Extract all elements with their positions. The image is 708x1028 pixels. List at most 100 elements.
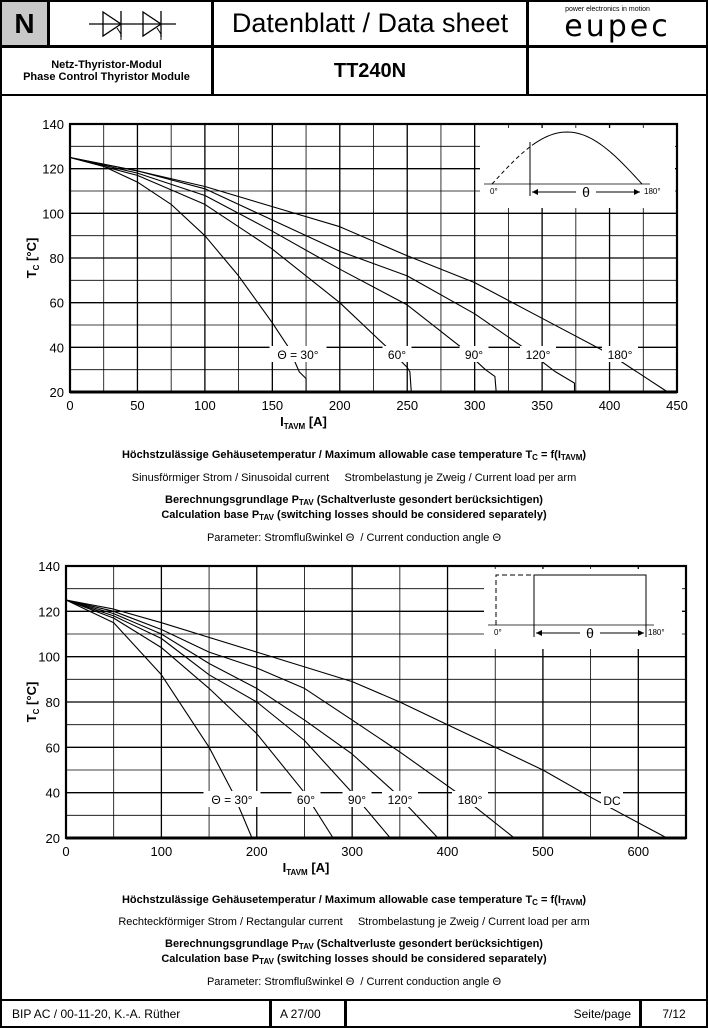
inset-end-label: 180° [644,187,661,196]
series-label-bg [520,346,556,362]
series-label: Θ = 30° [211,793,252,807]
series-line-1 [69,156,412,393]
caption-current-2: Rechteckförmiger Strom / Rectangular cur… [118,916,590,928]
logo-tagline: power electronics in motion [565,6,650,13]
page-left-border [0,96,2,1000]
series-line-2 [69,156,497,393]
caption-calc-de-1: Berechnungsgrundlage PTAV (Schaltverlust… [165,494,543,507]
footer-author-cell: BIP AC / 00-11-20, K.-A. Rüther [0,999,271,1028]
series-line-4 [69,156,668,393]
inset-start-label: 0° [490,187,498,196]
subtitle-cell: Netz-Thyristor-Modul Phase Control Thyri… [0,46,213,96]
x-tick-label: 100 [194,398,216,413]
inset-angle-label-bg [576,185,596,199]
chart-sinusoidal: θ 0° 180° Θ = 30° 60° 90° 120° 180° 0 50 100 150 200… [24,117,688,431]
subtitle-en: Phase Control Thyristor Module [23,71,190,83]
series-label: DC [603,794,621,808]
y-tick-label: 120 [42,162,64,177]
series-label-bg [342,791,372,807]
y-tick-label: 60 [46,740,60,755]
series-label-bg [203,791,261,807]
inset-angle-label: θ [586,625,594,641]
series-label: 120° [526,348,551,362]
series-label-bg [602,346,638,362]
series-label: Θ = 30° [277,348,318,362]
y-tick-label: 20 [46,831,60,846]
series-label: 180° [458,793,483,807]
x-tick-label: 350 [531,398,553,413]
page-title: Datenblatt / Data sheet [231,8,509,38]
part-number-cell: TT240N [212,46,528,96]
inset-waveform [531,131,643,185]
logo-cell: power electronics in motion eupec [527,0,708,47]
chart-rectangular: θ 0° 180° Θ = 30° 60° 90° 120° 180° DC 0 100 200 300… [24,559,688,877]
series-label-bg [269,346,327,362]
footer-page-number-cell: 7/12 [640,999,708,1028]
series-line-3 [65,599,439,839]
series-label-bg [382,791,418,807]
class-letter-cell: N [0,0,49,47]
inset-start-label: 0° [494,628,502,637]
footer-page-label-cell: Seite/page [345,999,641,1028]
x-tick-label: 150 [261,398,283,413]
x-tick-label: 500 [532,844,554,859]
x-axis-label: ITAVM [A] [283,860,330,877]
x-axis-label: ITAVM [A] [280,414,327,431]
footer-page-label: Seite/page [573,1006,631,1021]
y-tick-label: 80 [50,251,64,266]
subtitle-de: Netz-Thyristor-Modul [51,59,162,71]
series-label-bg [601,792,623,808]
series-label: 120° [388,793,413,807]
x-tick-label: 250 [396,398,418,413]
y-tick-label: 120 [38,604,60,619]
symbol-cell [48,0,213,47]
series-label-bg [382,346,412,362]
x-tick-label: 50 [130,398,144,413]
caption-title-2: Höchstzulässige Gehäusetemperatur / Maxi… [121,894,587,907]
footer-author: BIP AC / 00-11-20, K.-A. Rüther [12,1006,181,1021]
series-label: 90° [465,348,483,362]
footer-revision: A 27/00 [280,1006,321,1021]
series-line-4 [65,599,515,839]
caption-param-2: Parameter: Stromflußwinkel Θ / Current c… [206,976,502,988]
y-axis-label: TC [°C] [24,238,41,279]
series-line-2 [65,599,391,839]
series-label: 60° [297,793,315,807]
x-tick-label: 0 [62,844,69,859]
x-tick-label: 100 [151,844,173,859]
inset-waveform-dashed [491,146,530,185]
x-tick-label: 450 [666,398,688,413]
caption-param-1: Parameter: Stromflußwinkel Θ / Current c… [206,532,502,544]
caption-calc-en-2: Calculation base PTAV (switching losses … [161,953,547,966]
x-tick-label: 0 [66,398,73,413]
series-line-0 [69,156,307,392]
x-tick-label: 300 [464,398,486,413]
inset-end-label: 180° [648,628,665,637]
caption-calc-de-2: Berechnungsgrundlage PTAV (Schaltverlust… [165,938,543,951]
y-axis-label: TC [°C] [24,682,41,723]
x-tick-label: 300 [341,844,363,859]
title-cell: Datenblatt / Data sheet [212,0,528,47]
empty-header-cell [527,46,708,96]
inset-waveform-dashed [495,574,534,625]
x-tick-label: 600 [627,844,649,859]
series-label: 90° [348,793,366,807]
series-label-bg [459,346,489,362]
y-tick-label: 40 [46,786,60,801]
series-label-bg [452,791,488,807]
caption-title-1: Höchstzulässige Gehäusetemperatur / Maxi… [121,449,587,462]
x-tick-label: 400 [599,398,621,413]
footer-page-number: 7/12 [662,1006,686,1021]
y-tick-label: 40 [50,340,64,355]
y-tick-label: 100 [42,206,64,221]
inset-angle-label: θ [582,184,590,200]
footer-revision-cell: A 27/00 [270,999,346,1028]
series-line-3 [69,156,576,392]
series-line-5 [65,599,668,839]
dual-thyristor-icon [88,10,176,40]
eupec-logo: eupec [564,9,671,44]
caption-current-1: Sinusförmiger Strom / Sinusoidal current… [131,472,577,484]
caption-calc-en-1: Calculation base PTAV (switching losses … [161,509,547,522]
y-tick-label: 20 [50,385,64,400]
